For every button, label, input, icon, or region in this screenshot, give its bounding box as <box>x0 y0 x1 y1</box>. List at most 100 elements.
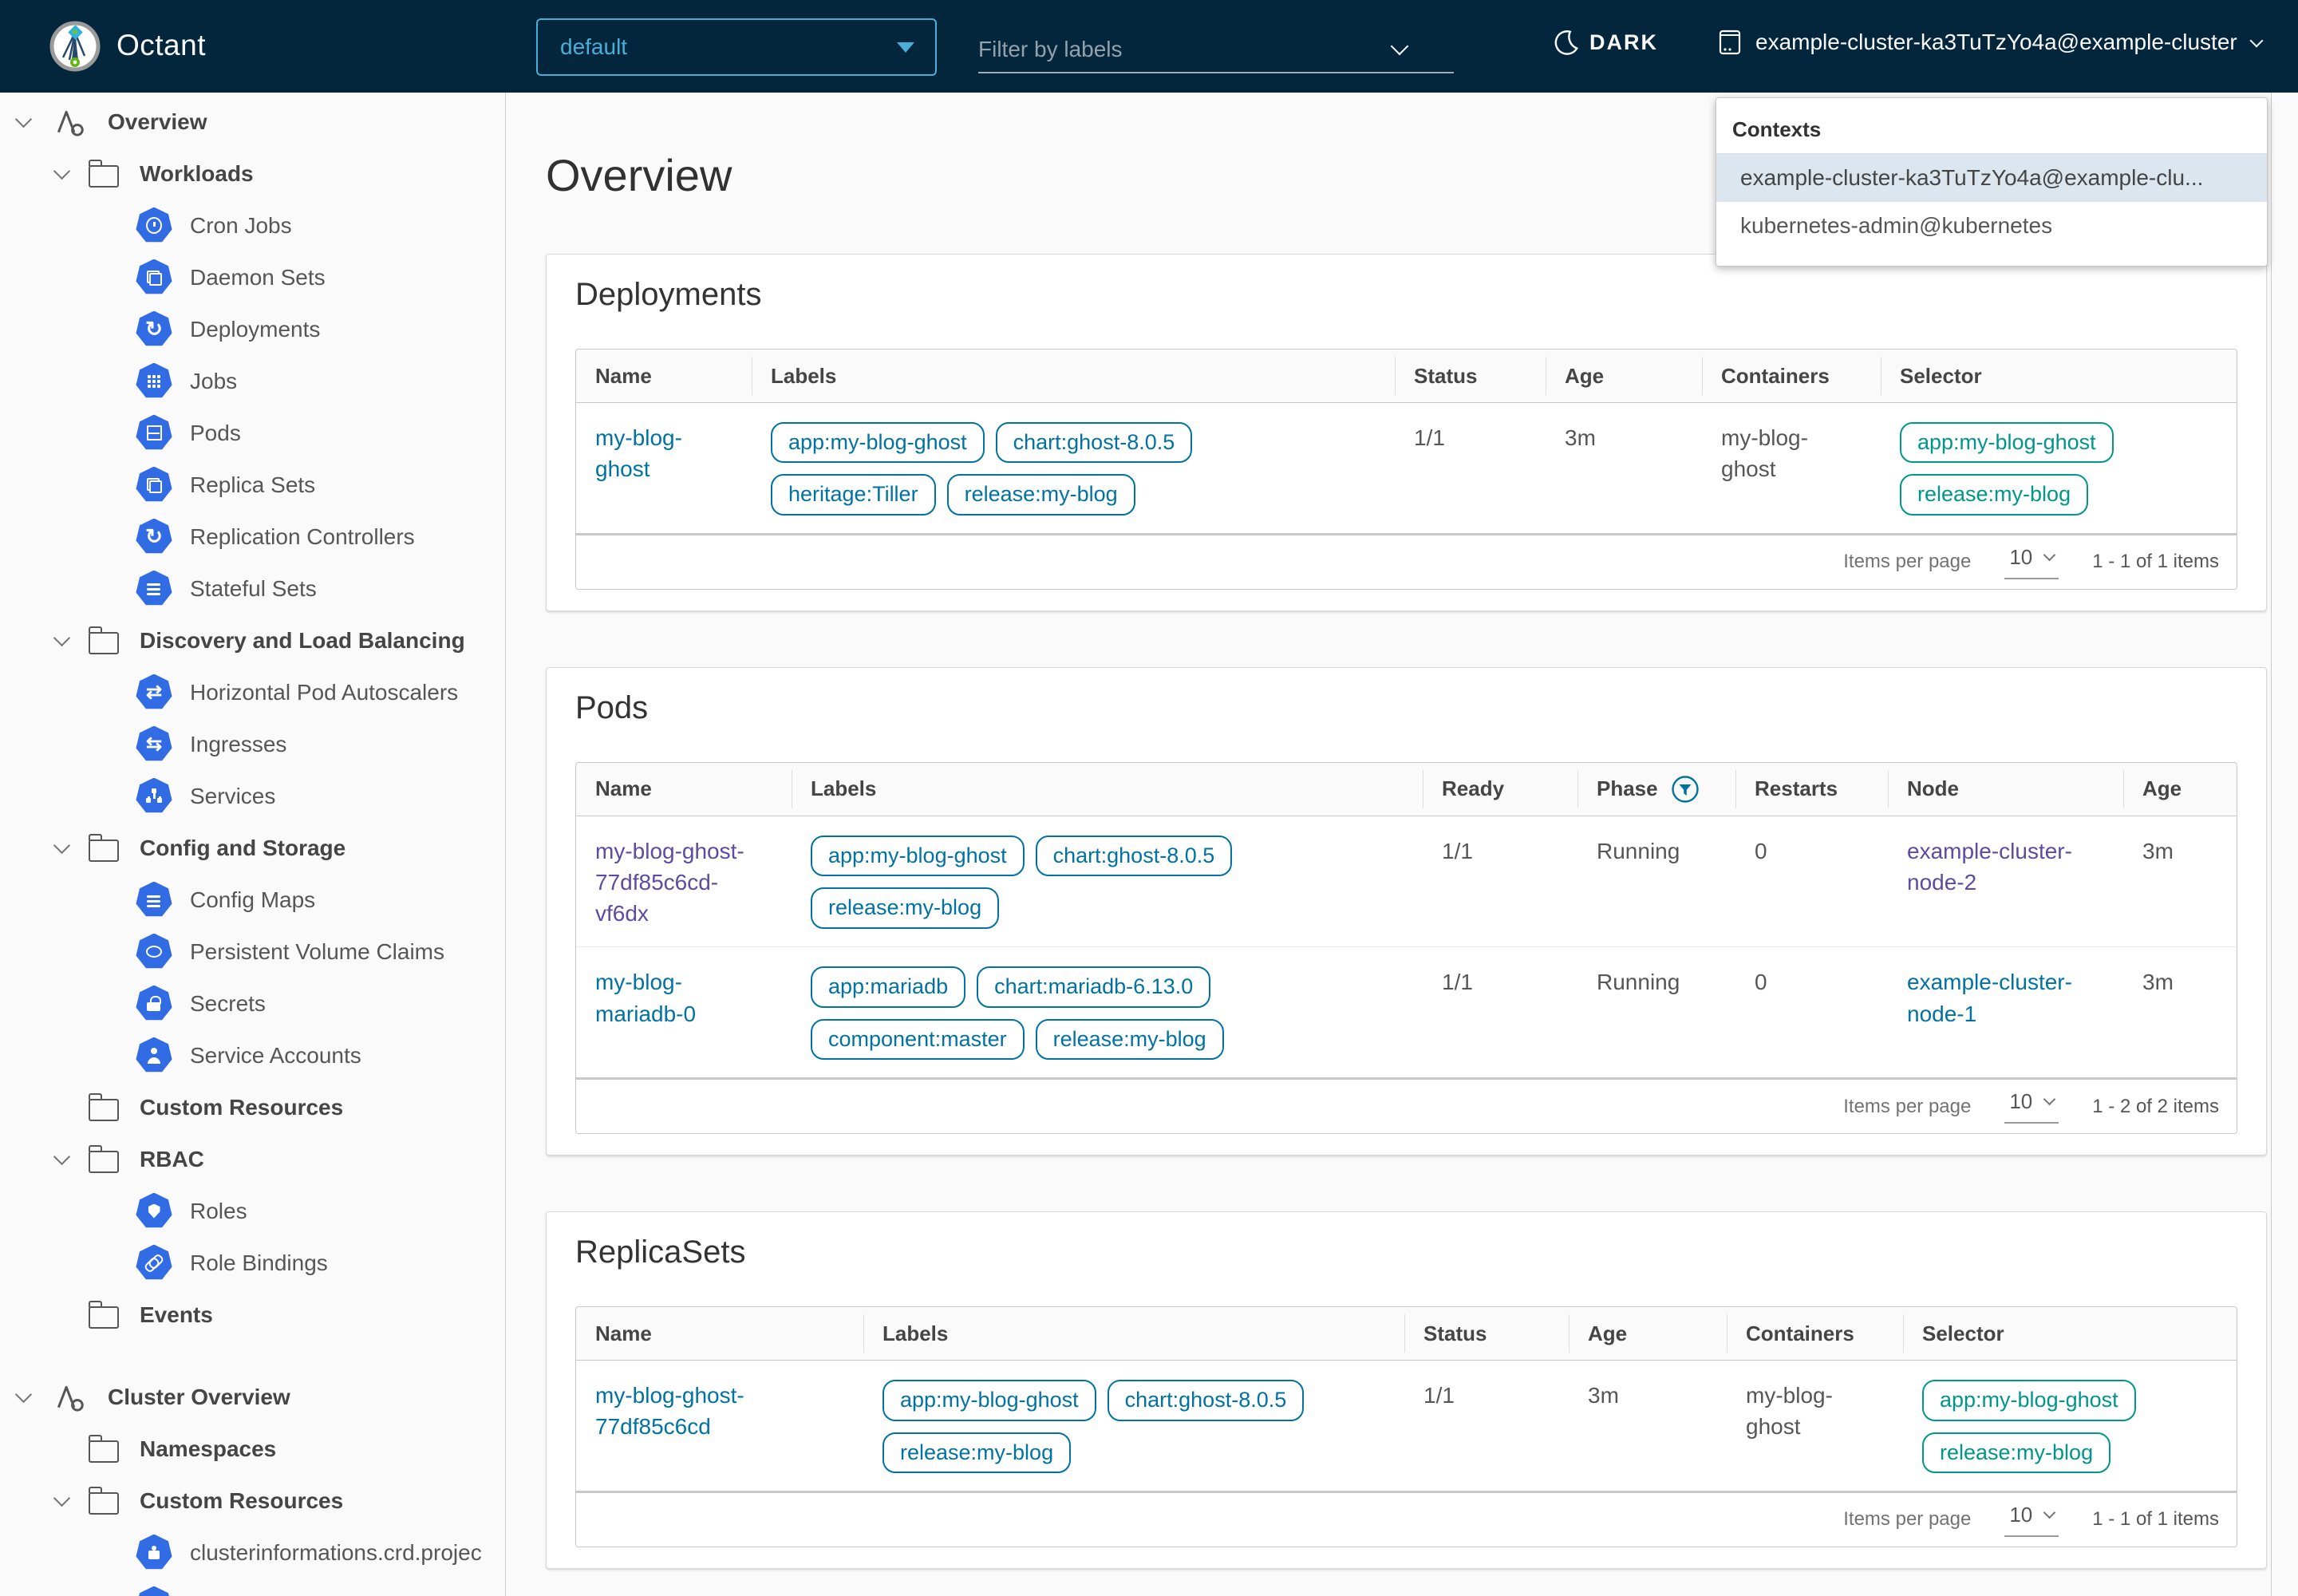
pod-name-link[interactable]: my-blog-ghost-77df85c6cd-vf6dx <box>595 838 744 926</box>
sidebar-item-custom-resources-cluster[interactable]: Custom Resources <box>0 1475 505 1527</box>
sidebar-item-csidrivers[interactable]: csidrivers.csi.storage.k8s.io <box>0 1578 505 1596</box>
pagination-range: 1 - 2 of 2 items <box>2092 1095 2219 1117</box>
app-header: Octant default DARK example-cluster-ka3T… <box>0 0 2298 93</box>
restarts-cell: 0 <box>1755 970 1767 995</box>
dark-theme-toggle[interactable]: DARK <box>1553 29 1658 56</box>
chevron-down-icon[interactable] <box>53 162 71 180</box>
chevron-down-icon[interactable] <box>53 836 71 854</box>
ready-cell: 1/1 <box>1442 970 1473 995</box>
sidebar-item-label: Config and Storage <box>140 835 346 860</box>
label-filter-input[interactable] <box>978 37 1393 62</box>
chevron-down-icon[interactable] <box>53 629 71 646</box>
label-tag: app:mariadb <box>811 966 966 1008</box>
sidebar-item-namespaces[interactable]: Namespaces <box>0 1423 505 1475</box>
sidebar-item-pods[interactable]: Pods <box>0 407 505 459</box>
node-link[interactable]: example-cluster-node-2 <box>1907 838 2072 895</box>
column-header-containers: Containers <box>1727 1307 1903 1360</box>
selector-tag: release:my-blog <box>1922 1432 2111 1473</box>
label-filter <box>978 27 1454 73</box>
sidebar-item-events[interactable]: Events <box>0 1289 505 1341</box>
table-pagination: Items per page 10 1 - 1 of 1 items <box>576 532 2237 589</box>
sidebar-item-roles[interactable]: Roles <box>0 1185 505 1237</box>
chevron-down-icon[interactable] <box>1390 37 1409 56</box>
replicaset-name-link[interactable]: my-blog-ghost-77df85c6cd <box>595 1383 744 1440</box>
sidebar-item-config-maps[interactable]: Config Maps <box>0 874 505 926</box>
context-switcher-button[interactable]: example-cluster-ka3TuTzYo4a@example-clus… <box>1717 29 2264 56</box>
sidebar-item-label: Jobs <box>190 368 238 393</box>
items-per-page-select[interactable]: 10 <box>2004 1503 2059 1537</box>
chevron-down-icon[interactable] <box>53 1489 71 1507</box>
namespace-value: default <box>560 34 628 59</box>
sidebar-item-daemon-sets[interactable]: Daemon Sets <box>0 251 505 303</box>
status-cell: 1/1 <box>1423 1383 1455 1408</box>
sidebar-item-service-accounts[interactable]: Service Accounts <box>0 1029 505 1081</box>
sidebar-item-stateful-sets[interactable]: Stateful Sets <box>0 563 505 614</box>
filter-funnel-icon[interactable] <box>1671 775 1700 804</box>
sidebar-item-label: Deployments <box>190 316 321 342</box>
column-header-status: Status <box>1404 1307 1569 1360</box>
label-tag: release:my-blog <box>1035 1018 1224 1061</box>
vertical-scrollbar[interactable] <box>2271 93 2298 1596</box>
sidebar-item-deployments[interactable]: Deployments <box>0 303 505 355</box>
column-header-labels: Labels <box>792 763 1423 816</box>
node-link[interactable]: example-cluster-node-1 <box>1907 970 2072 1026</box>
sidebar-item-overview[interactable]: Overview <box>0 96 505 148</box>
sidebar-item-secrets[interactable]: Secrets <box>0 978 505 1029</box>
chevron-down-icon[interactable] <box>53 1148 71 1165</box>
sidebar-item-discovery-and-load-balancing[interactable]: Discovery and Load Balancing <box>0 614 505 666</box>
sidebar-item-label: Role Bindings <box>190 1250 328 1275</box>
pods-icon <box>136 414 172 450</box>
chevron-down-icon[interactable] <box>14 110 33 128</box>
sidebar-item-replication-controllers[interactable]: Replication Controllers <box>0 511 505 563</box>
chevron-down-icon[interactable] <box>14 1385 33 1403</box>
replicasets-card-title: ReplicaSets <box>575 1235 746 1270</box>
sidebar-item-persistent-volume-claims[interactable]: Persistent Volume Claims <box>0 926 505 978</box>
applications-icon <box>57 110 84 136</box>
pod-name-link[interactable]: my-blog-mariadb-0 <box>595 970 697 1026</box>
folder-icon <box>88 1092 119 1121</box>
table-row: my-blog-ghost-77df85c6cd app:my-blog-gho… <box>576 1361 2237 1491</box>
items-per-page-value: 10 <box>2009 1502 2033 1527</box>
sidebar-item-workloads[interactable]: Workloads <box>0 148 505 200</box>
sidebar-item-clusterinformations[interactable]: clusterinformations.crd.projec <box>0 1527 505 1578</box>
sidebar-item-replica-sets[interactable]: Replica Sets <box>0 459 505 511</box>
sidebar-item-config-and-storage[interactable]: Config and Storage <box>0 822 505 874</box>
theme-toggle-label: DARK <box>1589 30 1658 54</box>
label-tag: release:my-blog <box>811 887 1000 929</box>
items-per-page-select[interactable]: 10 <box>2004 545 2059 579</box>
sidebar[interactable]: Overview Workloads Cron Jobs Daemon Sets… <box>0 93 506 1596</box>
sidebar-item-custom-resources[interactable]: Custom Resources <box>0 1081 505 1133</box>
sidebar-item-cluster-overview[interactable]: Cluster Overview <box>0 1371 505 1423</box>
sidebar-item-ingresses[interactable]: Ingresses <box>0 718 505 770</box>
table-header: Name Labels Status Age Containers Select… <box>576 1307 2237 1361</box>
sidebar-item-label: Workloads <box>140 160 254 186</box>
sidebar-item-label: Config Maps <box>190 887 316 912</box>
replicasets-table: Name Labels Status Age Containers Select… <box>575 1306 2237 1547</box>
context-menu-item[interactable]: kubernetes-admin@kubernetes <box>1740 213 2053 238</box>
sidebar-item-role-bindings[interactable]: Role Bindings <box>0 1237 505 1289</box>
items-per-page-select[interactable]: 10 <box>2004 1089 2059 1124</box>
column-header-age: Age <box>1546 350 1702 402</box>
context-menu-item-selected[interactable]: example-cluster-ka3TuTzYo4a@example-clu.… <box>1716 154 2267 202</box>
sidebar-item-label: Discovery and Load Balancing <box>140 627 465 653</box>
namespace-select[interactable]: default <box>536 18 937 76</box>
sidebar-item-cron-jobs[interactable]: Cron Jobs <box>0 200 505 251</box>
age-cell: 3m <box>1565 425 1596 450</box>
sidebar-item-rbac[interactable]: RBAC <box>0 1133 505 1185</box>
items-per-page-label: Items per page <box>1843 551 1972 573</box>
chevron-down-icon <box>2043 548 2056 562</box>
label-tag: chart:ghost-8.0.5 <box>1107 1380 1305 1421</box>
chevron-down-icon <box>2249 34 2264 48</box>
table-header: Name Labels Status Age Containers Select… <box>576 350 2237 403</box>
sidebar-item-services[interactable]: Services <box>0 770 505 822</box>
sidebar-item-label: Secrets <box>190 990 266 1016</box>
label-tag: chart:ghost-8.0.5 <box>1035 835 1233 877</box>
sidebar-item-horizontal-pod-autoscalers[interactable]: Horizontal Pod Autoscalers <box>0 666 505 718</box>
containers-cell: my-blog-ghost <box>1721 425 1808 482</box>
sidebar-item-jobs[interactable]: Jobs <box>0 355 505 407</box>
sidebar-item-label: Pods <box>190 420 241 445</box>
sidebar-item-label: Custom Resources <box>140 1487 344 1513</box>
deployment-name-link[interactable]: my-blog-ghost <box>595 425 682 482</box>
current-context-label: example-cluster-ka3TuTzYo4a@example-clus… <box>1755 30 2237 54</box>
sidebar-item-label: RBAC <box>140 1146 204 1171</box>
